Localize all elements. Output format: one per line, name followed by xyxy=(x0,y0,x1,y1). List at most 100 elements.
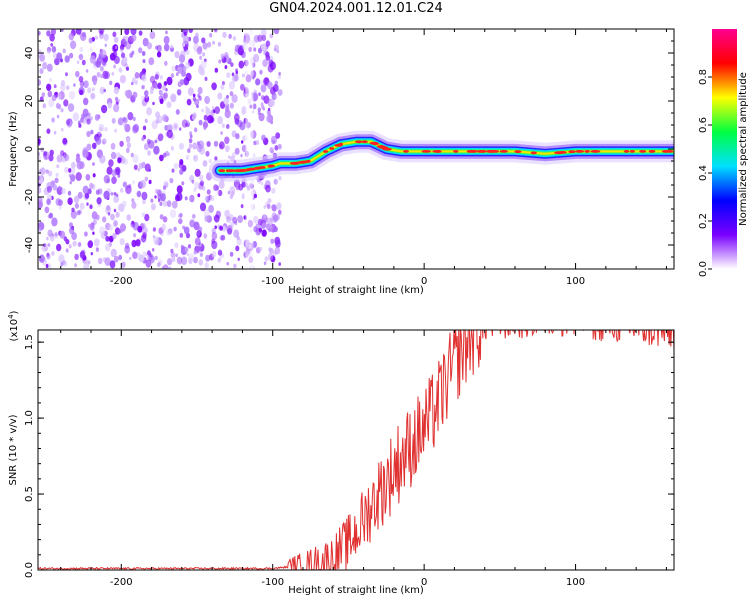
noise-speckle xyxy=(50,29,56,36)
noise-speckle xyxy=(198,259,204,266)
noise-speckle xyxy=(69,222,73,228)
noise-speckle xyxy=(229,194,234,200)
noise-speckle xyxy=(134,72,140,79)
noise-speckle xyxy=(146,42,153,50)
noise-speckle xyxy=(273,47,277,52)
noise-speckle xyxy=(69,52,74,59)
noise-speckle xyxy=(39,96,44,102)
noise-speckle xyxy=(111,176,117,185)
noise-speckle xyxy=(198,64,203,70)
noise-speckle xyxy=(204,215,210,223)
noise-speckle xyxy=(110,248,117,258)
noise-speckle xyxy=(141,137,145,141)
noise-speckle xyxy=(112,51,118,58)
snr-y-axis-label: SNR (10 * v/v) xyxy=(8,414,19,485)
noise-speckle xyxy=(253,140,257,146)
noise-speckle xyxy=(217,92,223,100)
noise-speckle xyxy=(271,212,277,220)
noise-speckle xyxy=(205,107,211,116)
noise-speckle xyxy=(206,141,211,147)
ridge-peak xyxy=(499,150,508,153)
noise-speckle xyxy=(277,89,283,96)
noise-speckle xyxy=(49,77,52,83)
noise-speckle xyxy=(38,31,41,36)
noise-speckle xyxy=(238,60,245,69)
ridge-peak xyxy=(235,169,244,173)
noise-speckle xyxy=(191,114,197,121)
noise-speckle xyxy=(65,119,71,126)
noise-speckle xyxy=(111,117,116,124)
noise-speckle xyxy=(113,36,119,44)
noise-speckle xyxy=(171,65,176,72)
noise-speckle xyxy=(81,59,86,66)
noise-speckle xyxy=(211,240,218,250)
noise-speckle xyxy=(162,152,167,158)
noise-speckle xyxy=(154,195,157,199)
noise-speckle xyxy=(45,169,49,174)
noise-speckle xyxy=(60,108,64,113)
noise-speckle xyxy=(255,223,260,230)
noise-speckle xyxy=(97,61,101,65)
noise-speckle xyxy=(205,150,210,157)
noise-speckle xyxy=(104,71,110,80)
noise-speckle xyxy=(203,114,208,121)
x-tick-label: 100 xyxy=(566,276,585,287)
noise-speckle xyxy=(234,118,240,125)
noise-speckle xyxy=(167,258,173,266)
noise-speckle xyxy=(38,79,42,86)
noise-speckle xyxy=(174,51,180,59)
noise-speckle xyxy=(203,125,207,130)
noise-speckle xyxy=(183,35,190,45)
noise-speckle xyxy=(38,196,43,205)
noise-speckle xyxy=(216,190,220,195)
noise-speckle xyxy=(60,150,65,157)
noise-speckle xyxy=(165,88,168,92)
noise-speckle xyxy=(188,138,193,144)
noise-speckle xyxy=(132,116,136,122)
noise-speckle xyxy=(226,124,230,129)
noise-speckle xyxy=(115,193,119,198)
noise-speckle xyxy=(240,204,244,209)
noise-speckle xyxy=(121,261,126,268)
noise-speckle xyxy=(99,86,105,95)
noise-speckle xyxy=(226,72,231,78)
noise-speckle xyxy=(198,146,206,155)
noise-speckle xyxy=(142,232,147,239)
noise-speckle xyxy=(147,250,151,256)
noise-speckle xyxy=(206,189,211,195)
noise-speckle xyxy=(228,81,235,90)
noise-speckle xyxy=(103,190,110,200)
noise-speckle xyxy=(173,226,177,232)
noise-speckle xyxy=(170,73,175,79)
noise-speckle xyxy=(138,254,145,263)
noise-speckle xyxy=(71,207,75,213)
noise-speckle xyxy=(68,226,75,235)
noise-speckle xyxy=(265,184,271,193)
noise-speckle xyxy=(104,127,108,132)
ridge-peak xyxy=(225,169,231,173)
noise-speckle xyxy=(118,254,123,261)
noise-speckle xyxy=(253,47,257,52)
noise-speckle xyxy=(197,86,203,95)
noise-speckle xyxy=(104,257,111,266)
ridge-peak xyxy=(478,150,487,153)
noise-speckle xyxy=(223,97,229,105)
noise-speckle xyxy=(217,116,224,125)
noise-speckle xyxy=(270,120,274,125)
noise-speckle xyxy=(167,201,171,206)
noise-speckle xyxy=(177,66,183,74)
noise-speckle xyxy=(70,210,77,219)
noise-speckle xyxy=(176,256,183,265)
noise-speckle xyxy=(169,177,174,184)
noise-speckle xyxy=(152,227,156,232)
noise-speckle xyxy=(68,90,76,100)
noise-speckle xyxy=(240,83,245,91)
ridge-peak xyxy=(338,142,343,146)
noise-speckle xyxy=(141,191,148,201)
noise-speckle xyxy=(144,163,151,172)
ridge-peak xyxy=(355,140,363,144)
noise-speckle xyxy=(124,242,130,249)
noise-speckle xyxy=(179,142,184,150)
noise-speckle xyxy=(235,245,240,252)
noise-speckle xyxy=(169,209,177,219)
